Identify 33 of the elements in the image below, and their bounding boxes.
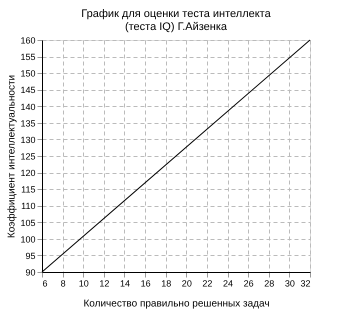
x-tick-label: 24 <box>223 278 234 288</box>
y-tick-label: 90 <box>25 268 36 278</box>
x-tick-label: 18 <box>161 278 172 288</box>
y-tick-label: 135 <box>20 118 36 128</box>
y-tick-label: 130 <box>20 134 36 145</box>
y-tick-label: 160 <box>20 36 36 46</box>
x-axis-title: Количество правильно решенных задач <box>83 298 270 310</box>
x-tick-label: 26 <box>244 278 254 288</box>
y-tick-label: 115 <box>21 184 36 195</box>
y-tick-label: 120 <box>20 168 36 178</box>
x-tick-label: 30 <box>284 278 295 288</box>
x-tick-label: 32 <box>300 278 310 288</box>
y-tick-label: 145 <box>20 85 36 96</box>
x-tick-label: 8 <box>60 278 66 288</box>
x-tick-label: 6 <box>42 278 48 288</box>
y-tick-label: 110 <box>21 201 36 212</box>
y-tick-label: 100 <box>20 234 36 244</box>
y-tick-label: 105 <box>20 218 36 228</box>
x-tick-label: 10 <box>78 278 89 288</box>
y-tick-label: 150 <box>20 68 36 79</box>
x-tick-label: 12 <box>99 278 110 288</box>
text: (теста IQ) Г.Айзенка <box>124 21 228 33</box>
y-tick-label: 140 <box>20 102 36 112</box>
y-tick-label: 155 <box>20 52 36 62</box>
x-tick-label: 22 <box>202 278 212 288</box>
y-axis-title: Коэффициент интеллектуальности <box>6 74 18 238</box>
text: График для оценки теста интеллекта <box>81 8 271 20</box>
x-tick-label: 20 <box>182 278 192 288</box>
x-tick-label: 28 <box>264 278 274 288</box>
y-tick-label: 125 <box>20 152 36 162</box>
x-tick-label: 16 <box>140 278 151 288</box>
y-tick-label: 95 <box>25 250 36 261</box>
x-tick-label: 14 <box>120 278 130 288</box>
